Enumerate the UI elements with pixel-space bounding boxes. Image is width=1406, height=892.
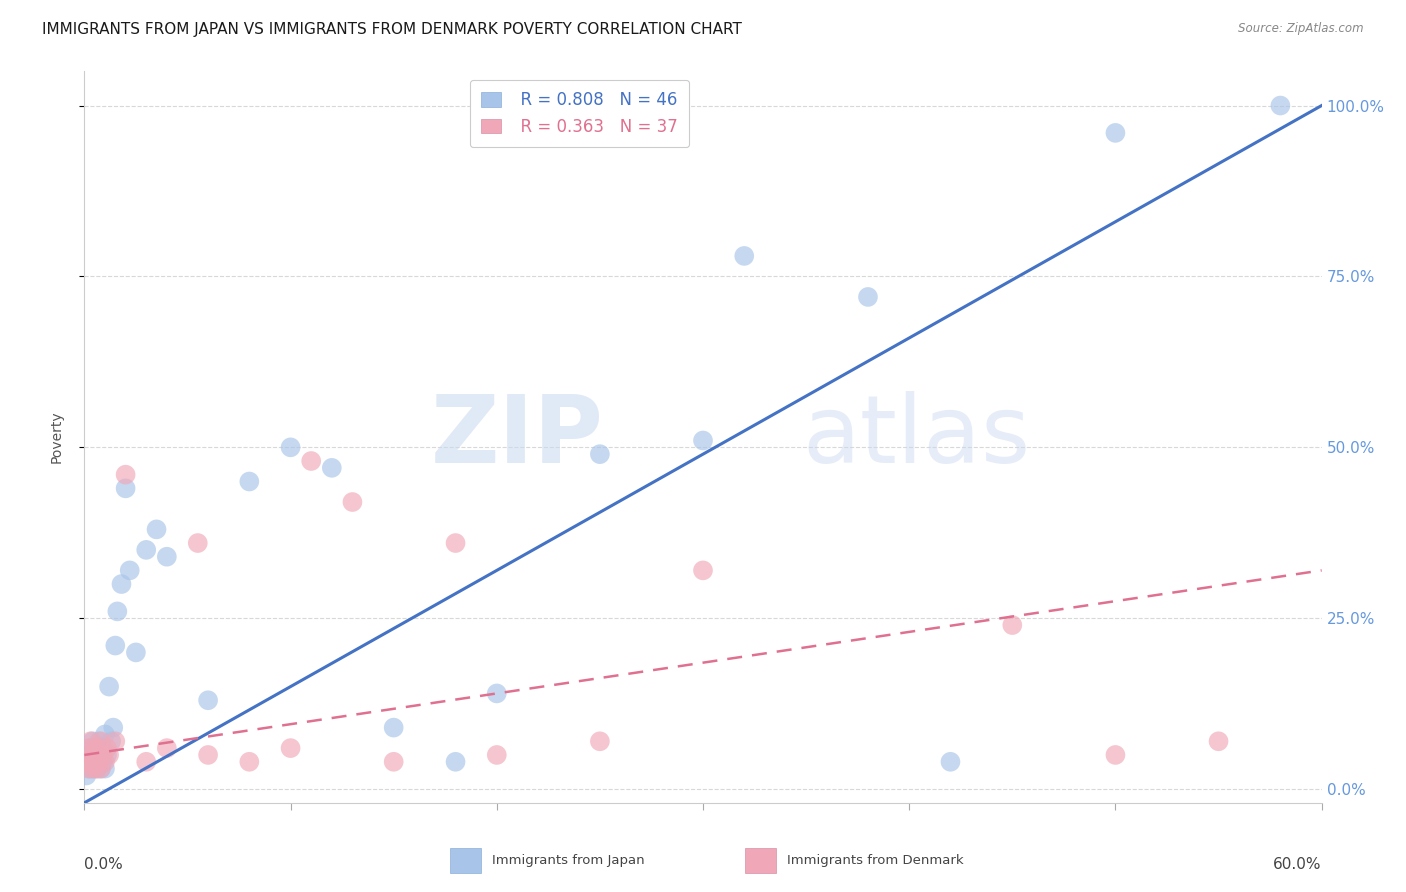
Point [86, 762, 108, 776]
Point [83, 741, 105, 756]
Point [187, 536, 209, 550]
Point [280, 741, 302, 756]
Point [87, 734, 110, 748]
Point [114, 467, 136, 482]
Text: Immigrants from Japan: Immigrants from Japan [492, 855, 645, 867]
Point [77, 741, 100, 756]
Point [86, 741, 108, 756]
Point [86, 747, 108, 762]
Legend:   R = 0.808   N = 46,   R = 0.363   N = 37: R = 0.808 N = 46, R = 0.363 N = 37 [470, 79, 689, 147]
Point [692, 434, 714, 448]
Point [77, 762, 100, 776]
Text: Immigrants from Denmark: Immigrants from Denmark [787, 855, 965, 867]
Point [1104, 747, 1126, 762]
Point [90, 734, 112, 748]
Point [156, 741, 179, 756]
Point [90, 762, 112, 776]
Point [83, 755, 105, 769]
Point [156, 549, 179, 564]
Point [103, 721, 125, 735]
Point [382, 721, 405, 735]
Point [105, 604, 128, 618]
Point [90, 747, 112, 762]
Point [79, 734, 101, 748]
Point [87, 755, 110, 769]
Point [589, 734, 612, 748]
Point [77, 762, 100, 776]
Point [238, 475, 260, 489]
Point [75, 755, 97, 769]
Point [299, 454, 322, 468]
Point [485, 686, 508, 700]
Point [692, 563, 714, 577]
Point [100, 734, 122, 748]
Point [79, 755, 101, 769]
Point [118, 563, 141, 577]
Point [75, 768, 97, 782]
Point [197, 693, 219, 707]
Point [145, 522, 167, 536]
Point [77, 747, 100, 762]
Point [1104, 126, 1126, 140]
Point [98, 747, 121, 762]
Text: 60.0%: 60.0% [1274, 857, 1322, 872]
Point [82, 762, 104, 776]
Point [79, 741, 101, 756]
Text: IMMIGRANTS FROM JAPAN VS IMMIGRANTS FROM DENMARK POVERTY CORRELATION CHART: IMMIGRANTS FROM JAPAN VS IMMIGRANTS FROM… [42, 22, 742, 37]
Point [94, 762, 117, 776]
Point [82, 734, 104, 748]
Point [96, 741, 118, 756]
Point [485, 747, 508, 762]
Point [1270, 98, 1292, 112]
Point [90, 762, 112, 776]
Point [104, 639, 127, 653]
Point [135, 755, 157, 769]
Point [91, 755, 114, 769]
Point [1001, 618, 1024, 632]
Point [104, 734, 127, 748]
Point [96, 747, 118, 762]
Point [83, 747, 105, 762]
Point [444, 536, 467, 550]
Point [342, 495, 364, 509]
Point [114, 481, 136, 495]
Point [91, 747, 114, 762]
Point [135, 542, 157, 557]
Point [98, 680, 121, 694]
Text: atlas: atlas [801, 391, 1031, 483]
Point [82, 762, 104, 776]
Point [87, 755, 110, 769]
Point [125, 645, 148, 659]
Point [86, 762, 108, 776]
Point [94, 755, 117, 769]
Point [939, 755, 962, 769]
Point [1208, 734, 1230, 748]
Point [280, 440, 302, 454]
Point [856, 290, 879, 304]
Point [79, 755, 101, 769]
Text: 0.0%: 0.0% [84, 857, 124, 872]
Point [382, 755, 405, 769]
Point [733, 249, 755, 263]
Point [321, 460, 343, 475]
Text: Source: ZipAtlas.com: Source: ZipAtlas.com [1239, 22, 1364, 36]
Point [589, 447, 612, 461]
Point [110, 577, 132, 591]
Point [94, 727, 117, 741]
Text: ZIP: ZIP [432, 391, 605, 483]
Point [444, 755, 467, 769]
Point [83, 755, 105, 769]
Point [91, 741, 114, 756]
Point [82, 747, 104, 762]
Point [197, 747, 219, 762]
Point [87, 741, 110, 756]
Y-axis label: Poverty: Poverty [49, 411, 63, 463]
Point [238, 755, 260, 769]
